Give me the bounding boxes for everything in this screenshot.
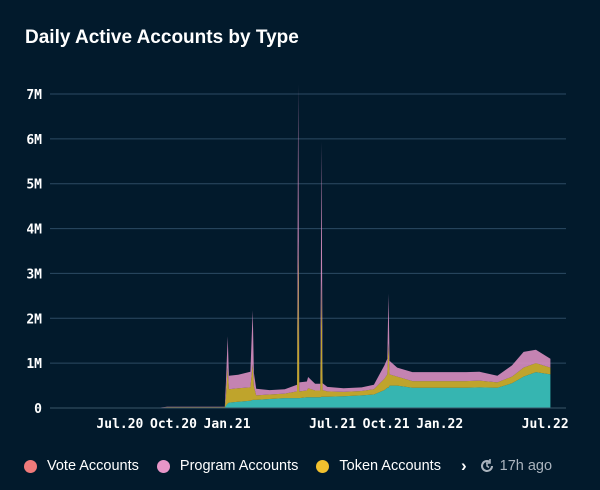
y-tick-label: 0	[34, 402, 42, 417]
legend-dot	[316, 459, 330, 473]
y-tick-label: 1M	[26, 357, 42, 372]
legend-label: Program Accounts	[179, 458, 299, 474]
area-series-vote-accounts	[59, 84, 551, 408]
x-tick-label: Oct.21	[363, 417, 410, 432]
x-tick-label: Jul.21	[309, 417, 356, 432]
legend-label: Token Accounts	[339, 458, 441, 474]
chevron-right-icon[interactable]: ›	[460, 456, 467, 475]
x-tick-label: Jul.22	[522, 417, 569, 432]
legend-item-vote-accounts[interactable]: Vote Accounts	[24, 458, 139, 474]
legend-item-token-accounts[interactable]: Token Accounts	[316, 458, 441, 474]
x-tick-label: Jan.22	[416, 417, 463, 432]
legend: Vote Accounts Program Accounts Token Acc…	[24, 456, 552, 476]
x-tick-label: Oct.20	[150, 417, 197, 432]
x-tick-label: Jan.21	[204, 417, 251, 432]
legend-item-program-accounts[interactable]: Program Accounts	[156, 458, 299, 474]
y-tick-label: 2M	[26, 312, 42, 327]
x-tick-label: Jul.20	[96, 417, 143, 432]
y-tick-label: 3M	[26, 267, 42, 282]
legend-label: Vote Accounts	[47, 458, 139, 474]
y-tick-label: 7M	[26, 88, 42, 103]
legend-dot	[24, 459, 37, 473]
legend-dot	[156, 459, 170, 473]
y-tick-label: 5M	[26, 178, 42, 193]
y-tick-label: 6M	[26, 133, 42, 148]
refresh-clock-icon	[480, 459, 493, 472]
last-updated: 17h ago	[479, 458, 552, 474]
y-tick-label: 4M	[26, 223, 42, 238]
area-series-program-accounts	[59, 84, 551, 408]
area-series-base	[59, 372, 551, 408]
updated-time: 17h ago	[499, 458, 553, 474]
chart-plot: 0 1M 2M 3M 4M 5M 6M 7M Jul.20 Oct.20 Jan.21 Jul.21 O…	[26, 84, 569, 432]
chart-title: Daily Active Accounts by Type	[25, 27, 299, 48]
